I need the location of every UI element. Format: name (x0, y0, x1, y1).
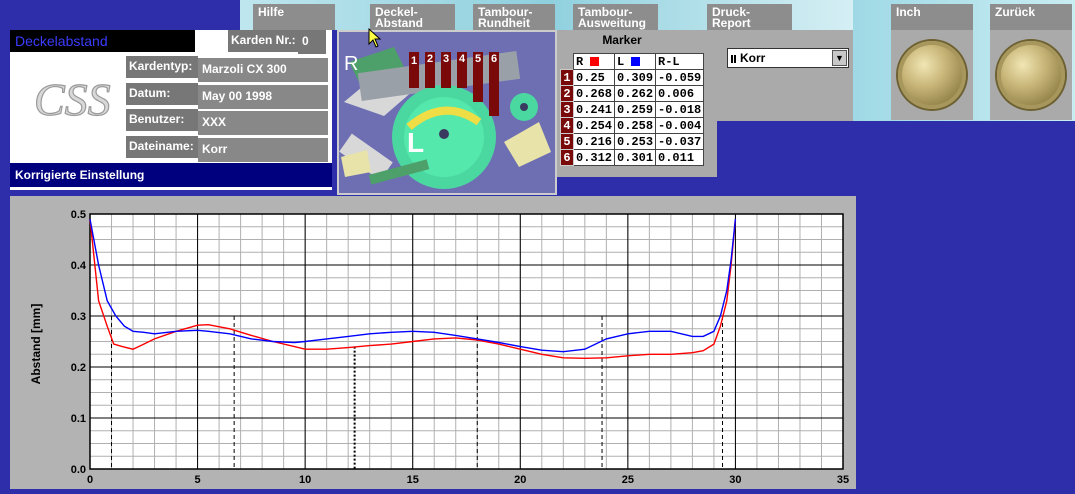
druck-report-label: Druck- Report (712, 5, 751, 30)
zurueck-knob-panel (990, 30, 1072, 120)
red-swatch-icon (590, 56, 600, 66)
css-logo-text: CSS (34, 74, 111, 125)
side-r-label: R (344, 53, 358, 75)
x-tick-label: 20 (514, 474, 526, 486)
x-tick-label: 0 (87, 474, 93, 486)
marker-panel: Marker R L R-L 1 0.25 0.309 -0.059 2 0.268 0.… (557, 30, 717, 177)
marker-title: Marker (602, 33, 642, 47)
pos-5: 5 (475, 53, 481, 65)
hilfe-label: Hilfe (258, 5, 285, 19)
distance-chart: 0 5 10 15 20 25 30 35 0.0 0.1 0.2 0.3 0.4 0.5 Abstand … (29, 209, 849, 486)
karden-value: 0 (298, 30, 326, 54)
x-tick-label: 10 (299, 474, 311, 486)
mouse-cursor-icon (368, 28, 382, 48)
marker-header-l: L (614, 53, 657, 70)
x-tick-label: 30 (729, 474, 741, 486)
chart-panel: 0 5 10 15 20 25 30 35 0.0 0.1 0.2 0.3 0.4 0.5 Abstand … (10, 196, 856, 489)
marker-row: 5 0.216 0.253 -0.037 (560, 133, 705, 150)
datum-label: Datum: (126, 83, 198, 105)
kardentyp-label: Kardentyp: (126, 56, 198, 78)
y-axis-label: Abstand [mm] (29, 304, 43, 385)
x-tick-label: 15 (407, 474, 419, 486)
zurueck-label: Zurück (995, 5, 1036, 19)
y-tick-label: 0.0 (71, 464, 86, 476)
inch-label: Inch (896, 5, 921, 19)
machine-diagram: 1 2 3 4 5 6 R L (337, 30, 557, 195)
pos-3: 3 (443, 53, 449, 65)
tambour-ausweitung-button[interactable]: Tambour- Ausweitung (573, 4, 658, 30)
marker-row: 2 0.268 0.262 0.006 (560, 85, 705, 102)
marker-header-rl: R-L (655, 53, 705, 70)
benutzer-value: XXX (198, 111, 328, 135)
datum-value: May 00 1998 (198, 85, 328, 109)
dateiname-label: Dateiname: (126, 136, 198, 158)
druck-report-button[interactable]: Druck- Report (707, 4, 792, 30)
machine-illustration: 1 2 3 4 5 6 R L (339, 32, 555, 193)
pos-4: 4 (459, 53, 466, 65)
file-select[interactable]: Korr ▼ (727, 48, 849, 68)
zurueck-knob-button[interactable] (997, 41, 1065, 109)
dropdown-panel (717, 30, 853, 121)
inch-knob-button[interactable] (898, 41, 966, 109)
y-tick-label: 0.5 (71, 209, 86, 221)
tambour-rundheit-button[interactable]: Tambour- Rundheit (473, 4, 555, 30)
deckel-abstand-label: Deckel- Abstand (375, 5, 423, 30)
series-line-l (89, 218, 737, 353)
pos-6: 6 (491, 53, 497, 65)
marker-header-row: R L R-L (561, 53, 705, 70)
benutzer-label: Benutzer: (126, 109, 198, 131)
page-title: Deckelabstand (10, 30, 195, 52)
marker-header-r: R (572, 53, 616, 70)
inch-knob-panel (891, 30, 973, 120)
pos-1: 1 (411, 55, 417, 67)
karden-label: Karden Nr.: (228, 30, 298, 52)
dateiname-value: Korr (198, 138, 328, 162)
inch-header: Inch (891, 4, 973, 30)
css-logo-graphic: CSS (33, 73, 111, 125)
marker-row: 6 0.312 0.301 0.011 (560, 149, 705, 166)
y-tick-label: 0.2 (71, 362, 86, 374)
pos-2: 2 (427, 53, 433, 65)
marker-row: 1 0.25 0.309 -0.059 (560, 69, 705, 86)
side-l-label: L (407, 127, 424, 158)
y-tick-label: 0.1 (71, 413, 86, 425)
x-tick-label: 25 (622, 474, 634, 486)
hilfe-button[interactable]: Hilfe (253, 4, 335, 30)
kardentyp-value: Marzoli CX 300 (198, 58, 328, 82)
blue-swatch-icon (631, 56, 641, 66)
tambour-ausweitung-label: Tambour- Ausweitung (578, 5, 646, 30)
series-line-r (89, 219, 737, 360)
x-tick-label: 5 (195, 474, 201, 486)
marker-row: 3 0.241 0.259 -0.018 (560, 101, 705, 118)
deckel-abstand-button[interactable]: Deckel- Abstand (370, 4, 455, 30)
handle-icon (734, 54, 736, 63)
tambour-rundheit-label: Tambour- Rundheit (478, 5, 533, 30)
handle-icon (731, 54, 733, 63)
file-select-value: Korr (740, 51, 766, 65)
chevron-down-icon[interactable]: ▼ (832, 50, 847, 66)
x-tick-label: 35 (837, 474, 849, 486)
status-bar: Korrigierte Einstellung (10, 163, 332, 187)
zurueck-header: Zurück (990, 4, 1072, 30)
y-tick-label: 0.3 (71, 311, 86, 323)
marker-table: R L R-L 1 0.25 0.309 -0.059 2 0.268 0.262 0.00… (560, 53, 705, 166)
marker-row: 4 0.254 0.258 -0.004 (560, 117, 705, 134)
y-tick-label: 0.4 (71, 260, 87, 272)
css-logo: CSS (30, 68, 118, 128)
plot-border (89, 213, 844, 470)
